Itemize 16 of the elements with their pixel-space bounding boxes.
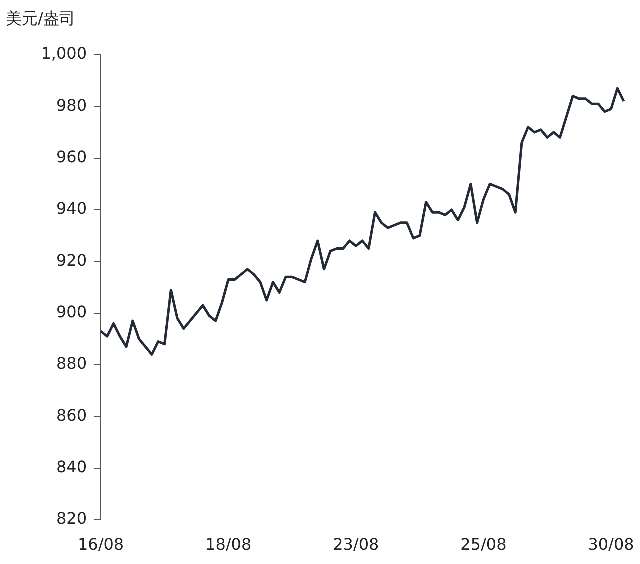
x-tick-label: 16/08: [78, 534, 124, 554]
y-tick-label: 960: [56, 147, 87, 166]
y-tick-label: 840: [56, 457, 87, 476]
y-tick-label: 980: [56, 96, 87, 115]
x-tick-label: 25/08: [460, 534, 507, 554]
x-tick-label: 18/08: [206, 534, 252, 554]
y-tick-label: 1,000: [41, 44, 87, 64]
x-tick-label: 30/08: [588, 534, 634, 554]
y-tick-label: 920: [56, 250, 87, 270]
y-tick-label: 860: [56, 406, 87, 425]
y-axis-title: 美元/盎司: [6, 9, 76, 28]
y-tick-label: 880: [56, 354, 87, 374]
y-tick-label: 940: [56, 199, 87, 218]
x-tick-label: 23/08: [333, 534, 380, 554]
y-tick-label: 820: [56, 509, 87, 528]
y-tick-label: 900: [56, 302, 87, 322]
